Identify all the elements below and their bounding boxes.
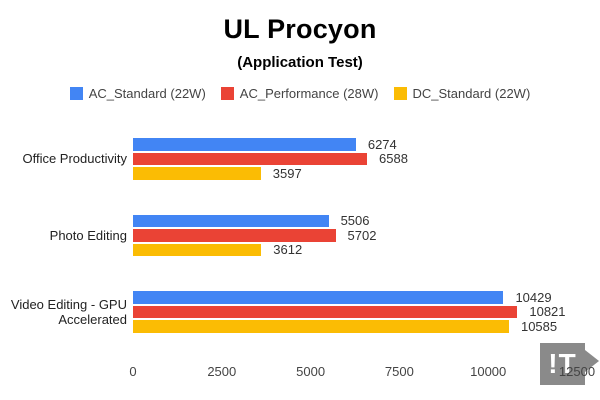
value-label: 10585 xyxy=(520,318,558,334)
legend-swatch xyxy=(69,87,83,100)
category-label: Office Productivity xyxy=(22,151,127,166)
bar-0-series-1[interactable] xyxy=(133,152,367,165)
watermark-logo-text: !T xyxy=(548,348,577,379)
legend-item[interactable]: DC_Standard (22W) xyxy=(393,86,531,101)
bar-0-series-0[interactable] xyxy=(133,138,356,151)
chart-subtitle: (Application Test) xyxy=(237,54,363,71)
legend-label: AC_Performance (28W) xyxy=(239,86,379,101)
value-label: 3612 xyxy=(273,242,303,258)
category-label: Photo Editing xyxy=(49,227,127,243)
x-tick-label: 12500 xyxy=(558,364,596,379)
value-label: 3597 xyxy=(272,165,302,181)
value-label: 5506 xyxy=(340,213,370,229)
value-label: 6588 xyxy=(379,151,408,167)
x-tick-label: 2500 xyxy=(207,364,237,379)
x-tick-label: 7500 xyxy=(384,364,414,379)
value-label: 6274 xyxy=(367,136,397,152)
category-label: Video Editing - GPU Accelerated xyxy=(10,296,127,327)
watermark-logo: !T xyxy=(540,343,585,385)
bar-2-series-0[interactable] xyxy=(133,291,504,304)
legend-swatch xyxy=(393,87,407,100)
bar-2-series-1[interactable] xyxy=(133,305,518,318)
bar-1-series-0[interactable] xyxy=(133,214,329,227)
legend-label: AC_Standard (22W) xyxy=(88,86,206,101)
legend-label: DC_Standard (22W) xyxy=(412,86,531,101)
bar-1-series-2[interactable] xyxy=(133,243,262,256)
bar-1-series-1[interactable] xyxy=(133,229,336,242)
value-label: 10821 xyxy=(529,304,566,320)
legend-item[interactable]: AC_Standard (22W) xyxy=(69,86,206,101)
value-label: 5702 xyxy=(347,227,377,243)
x-tick-label: 10000 xyxy=(470,364,507,379)
legend: AC_Standard (22W) AC_Performance (28W) DC_… xyxy=(0,86,600,101)
value-label: 10429 xyxy=(515,289,552,305)
legend-item[interactable]: AC_Performance (28W) xyxy=(220,86,379,101)
bar-0-series-2[interactable] xyxy=(133,167,261,180)
x-tick-label: 5000 xyxy=(296,364,326,379)
bar-2-series-2[interactable] xyxy=(133,320,509,333)
chart-title: UL Procyon xyxy=(223,14,377,44)
legend-swatch xyxy=(220,87,234,100)
x-tick-label: 0 xyxy=(129,364,137,379)
play-triangle-icon xyxy=(585,350,599,372)
